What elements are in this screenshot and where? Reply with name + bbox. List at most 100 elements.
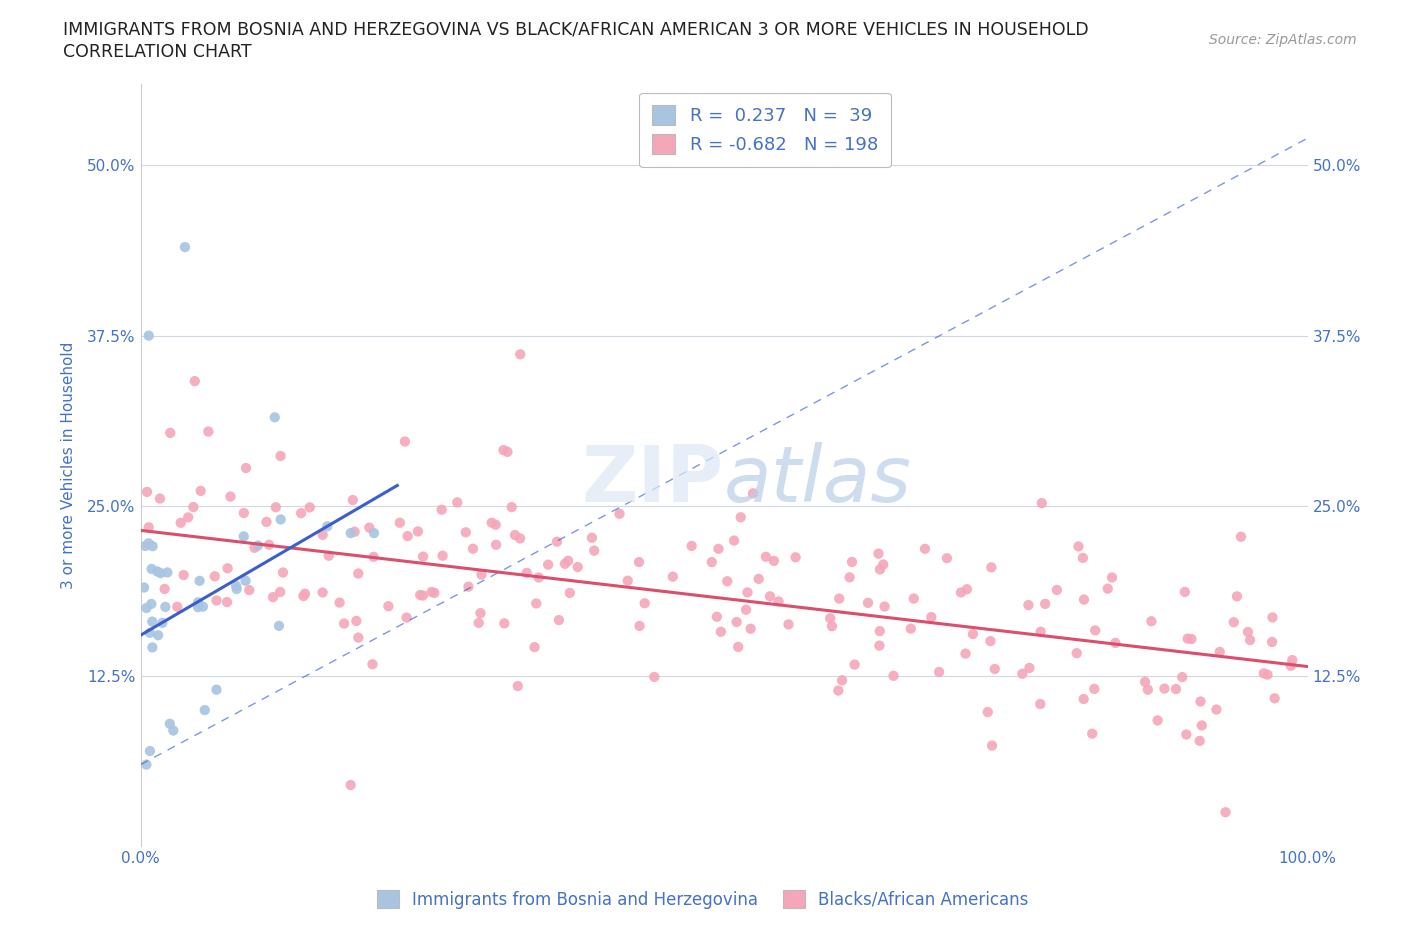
Point [748, 571, 770, 586]
Point [962, 627, 984, 642]
Point [225, 581, 247, 596]
Point [1011, 666, 1033, 681]
Y-axis label: 3 or more Vehicles in Household: 3 or more Vehicles in Household [60, 341, 76, 589]
Point [581, 530, 603, 545]
Point [725, 615, 748, 630]
Point [950, 585, 973, 600]
Point [187, 595, 209, 610]
Point [316, 519, 339, 534]
Point [363, 550, 385, 565]
Point [1239, 632, 1261, 647]
Point [395, 610, 418, 625]
Point [311, 527, 333, 542]
Point [412, 588, 434, 603]
Point [361, 657, 384, 671]
Point [1177, 631, 1199, 646]
Point [955, 646, 977, 661]
Legend: R =  0.237   N =  39, R = -0.682   N = 198: R = 0.237 N = 39, R = -0.682 N = 198 [640, 93, 890, 166]
Point [139, 625, 162, 640]
Text: Source: ZipAtlas.com: Source: ZipAtlas.com [1209, 33, 1357, 46]
Point [872, 557, 894, 572]
Point [706, 609, 728, 624]
Point [1101, 570, 1123, 585]
Point [523, 640, 546, 655]
Point [135, 757, 157, 772]
Point [768, 594, 790, 609]
Point [496, 445, 519, 459]
Point [716, 574, 738, 589]
Point [457, 579, 479, 594]
Point [446, 495, 468, 510]
Point [149, 491, 172, 506]
Point [740, 621, 762, 636]
Point [156, 565, 179, 580]
Point [700, 554, 723, 569]
Point [935, 551, 957, 565]
Point [506, 679, 529, 694]
Point [311, 585, 333, 600]
Point [616, 573, 638, 588]
Point [247, 538, 270, 553]
Point [928, 665, 950, 680]
Point [146, 628, 169, 643]
Point [524, 596, 547, 611]
Legend: Immigrants from Bosnia and Herzegovina, Blacks/African Americans: Immigrants from Bosnia and Herzegovina, … [368, 882, 1038, 917]
Point [1067, 539, 1090, 554]
Point [868, 546, 890, 561]
Point [1033, 596, 1056, 611]
Point [135, 601, 157, 616]
Point [1208, 644, 1230, 659]
Point [409, 588, 432, 603]
Point [778, 617, 800, 631]
Point [187, 600, 209, 615]
Point [977, 705, 1000, 720]
Point [232, 506, 254, 521]
Point [831, 673, 853, 688]
Point [643, 670, 665, 684]
Point [271, 565, 294, 580]
Point [1189, 694, 1212, 709]
Point [868, 638, 890, 653]
Point [1281, 653, 1303, 668]
Point [159, 716, 181, 731]
Point [1180, 631, 1202, 646]
Point [470, 567, 492, 582]
Point [509, 531, 531, 546]
Point [333, 616, 356, 631]
Point [1226, 589, 1249, 604]
Point [430, 502, 453, 517]
Point [844, 658, 866, 672]
Point [1215, 804, 1237, 819]
Point [1140, 614, 1163, 629]
Point [292, 589, 315, 604]
Point [1261, 634, 1284, 649]
Point [1171, 670, 1194, 684]
Point [981, 738, 1004, 753]
Point [869, 624, 891, 639]
Point [762, 553, 785, 568]
Point [134, 538, 156, 553]
Point [634, 596, 657, 611]
Point [153, 581, 176, 596]
Point [1136, 683, 1159, 698]
Point [1029, 624, 1052, 639]
Point [132, 580, 155, 595]
Point [343, 525, 366, 539]
Point [329, 595, 352, 610]
Point [914, 541, 936, 556]
Point [141, 596, 163, 611]
Text: IMMIGRANTS FROM BOSNIA AND HERZEGOVINA VS BLACK/AFRICAN AMERICAN 3 OR MORE VEHIC: IMMIGRANTS FROM BOSNIA AND HERZEGOVINA V… [63, 20, 1088, 38]
Point [347, 566, 370, 581]
Point [509, 347, 531, 362]
Point [818, 611, 841, 626]
Point [557, 553, 579, 568]
Point [377, 599, 399, 614]
Point [190, 484, 212, 498]
Point [1174, 585, 1197, 600]
Point [828, 591, 851, 606]
Point [363, 525, 385, 540]
Point [166, 599, 188, 614]
Point [141, 640, 163, 655]
Point [1031, 496, 1053, 511]
Point [263, 410, 285, 425]
